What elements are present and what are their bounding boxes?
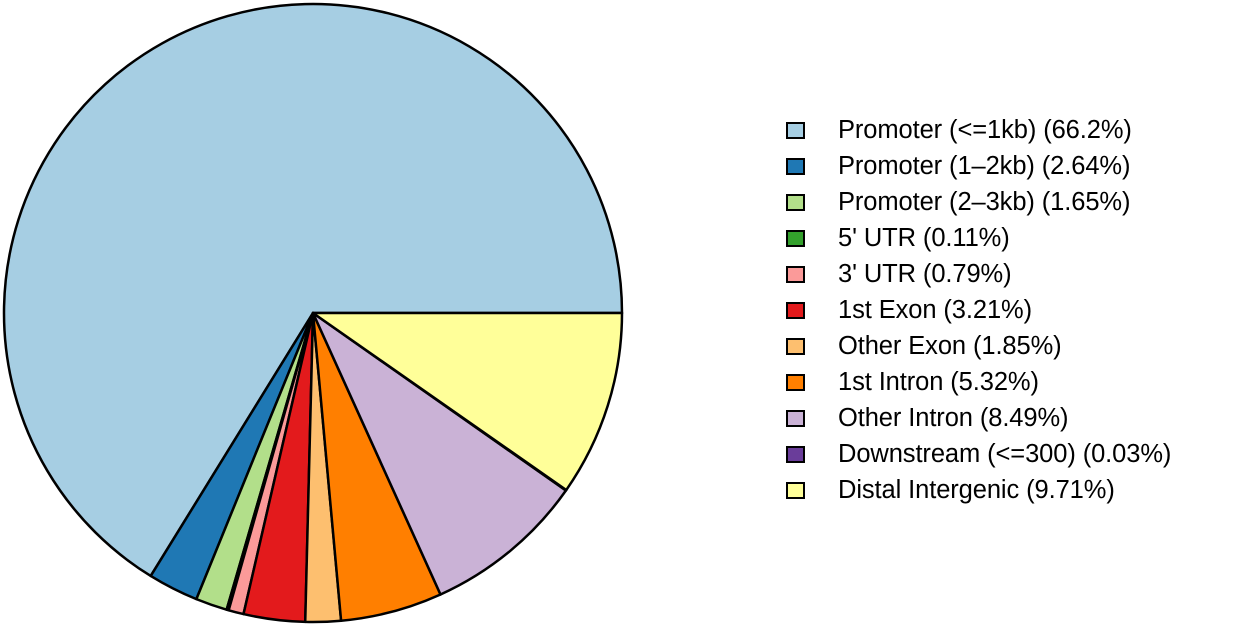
legend-item[interactable]: Distal Intergenic (9.71%) — [786, 472, 1243, 508]
legend-item[interactable]: Promoter (1–2kb) (2.64%) — [786, 148, 1243, 184]
pie-chart-plot-area — [2, 2, 624, 624]
legend-item-label: Promoter (<=1kb) (66.2%) — [838, 116, 1132, 144]
legend-swatch-other-exon — [786, 337, 805, 355]
legend-item-label: 5' UTR (0.11%) — [838, 224, 1010, 252]
legend-swatch-distal-intergenic — [786, 481, 805, 499]
legend-swatch-other-intron — [786, 409, 805, 427]
legend-item-label: Other Intron (8.49%) — [838, 404, 1069, 432]
pie-slice[interactable] — [311, 311, 568, 596]
legend-item[interactable]: Promoter (2–3kb) (1.65%) — [786, 184, 1243, 220]
pie-slice[interactable] — [311, 311, 624, 492]
legend-swatch-promoter-2-3kb — [786, 193, 805, 211]
pie-slice-group — [2, 2, 624, 624]
legend-item[interactable]: 1st Intron (5.32%) — [786, 364, 1243, 400]
chart-legend: Promoter (<=1kb) (66.2%) Promoter (1–2kb)… — [786, 112, 1243, 512]
legend-item-label: Promoter (1–2kb) (2.64%) — [838, 152, 1131, 180]
legend-swatch-1st-exon — [786, 301, 805, 319]
legend-swatch-downstream — [786, 445, 805, 463]
legend-item-label: 1st Exon (3.21%) — [838, 296, 1032, 324]
legend-swatch-3utr — [786, 265, 805, 283]
legend-item-label: 1st Intron (5.32%) — [838, 368, 1039, 396]
legend-item-label: Other Exon (1.85%) — [838, 332, 1062, 360]
legend-item-label: Promoter (2–3kb) (1.65%) — [838, 188, 1131, 216]
legend-item[interactable]: 3' UTR (0.79%) — [786, 256, 1243, 292]
legend-swatch-1st-intron — [786, 373, 805, 391]
pie-slice[interactable] — [2, 2, 624, 578]
legend-swatch-promoter-1-2kb — [786, 157, 805, 175]
legend-item[interactable]: Other Intron (8.49%) — [786, 400, 1243, 436]
legend-item-label: Distal Intergenic (9.71%) — [838, 476, 1115, 504]
pie-chart-svg — [2, 2, 624, 624]
legend-item-label: 3' UTR (0.79%) — [838, 260, 1012, 288]
legend-item[interactable]: Other Exon (1.85%) — [786, 328, 1243, 364]
legend-swatch-promoter-1kb — [786, 121, 805, 139]
legend-item[interactable]: Downstream (<=300) (0.03%) — [786, 436, 1243, 472]
legend-item-label: Downstream (<=300) (0.03%) — [838, 440, 1172, 468]
legend-swatch-5utr — [786, 229, 805, 247]
legend-item[interactable]: Promoter (<=1kb) (66.2%) — [786, 112, 1243, 148]
legend-item[interactable]: 5' UTR (0.11%) — [786, 220, 1243, 256]
legend-item[interactable]: 1st Exon (3.21%) — [786, 292, 1243, 328]
